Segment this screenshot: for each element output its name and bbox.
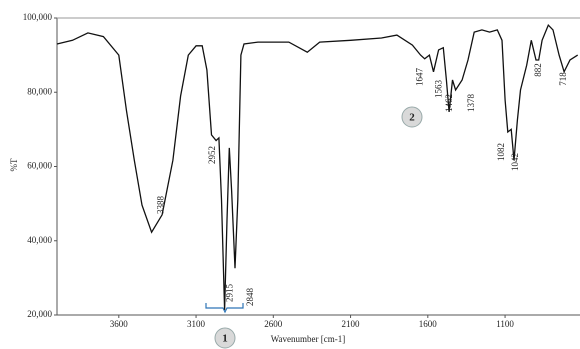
x-axis-title: Wavenumber [cm-1] <box>271 334 346 344</box>
peak-label: 1563 <box>434 80 444 99</box>
peak-label: 1378 <box>466 94 476 113</box>
y-tick-label: 80,000 <box>27 86 52 96</box>
y-tick-label: 100,000 <box>23 12 53 22</box>
peak-label: 882 <box>533 63 543 77</box>
peak-label: 1647 <box>415 68 425 87</box>
y-axis-title: %T <box>9 158 19 171</box>
marker-label: 2 <box>409 112 415 124</box>
peak-label: 2915 <box>225 284 235 303</box>
x-tick-label: 2600 <box>264 319 283 329</box>
peak-label: 2848 <box>245 288 255 307</box>
x-tick-label: 3600 <box>110 319 129 329</box>
y-tick-label: 60,000 <box>27 161 52 171</box>
spectrum-line <box>56 23 579 310</box>
x-tick-label: 1600 <box>419 319 438 329</box>
x-tick-label: 1100 <box>496 319 514 329</box>
marker-label: 1 <box>222 333 228 345</box>
peak-label: 2952 <box>207 146 217 164</box>
peak-label: 718 <box>558 72 568 86</box>
bracket <box>205 303 244 314</box>
marker-circle <box>214 327 236 349</box>
x-tick-label: 2100 <box>342 319 361 329</box>
y-tick-label: 40,000 <box>27 235 52 245</box>
peak-label: 1082 <box>496 143 506 161</box>
peak-label: 1042 <box>510 153 520 171</box>
peak-label: 1462 <box>444 94 454 112</box>
marker-circle <box>401 106 423 128</box>
y-tick-label: 20,000 <box>27 309 52 319</box>
peak-label: 3388 <box>156 196 166 215</box>
x-tick-label: 3100 <box>187 319 206 329</box>
